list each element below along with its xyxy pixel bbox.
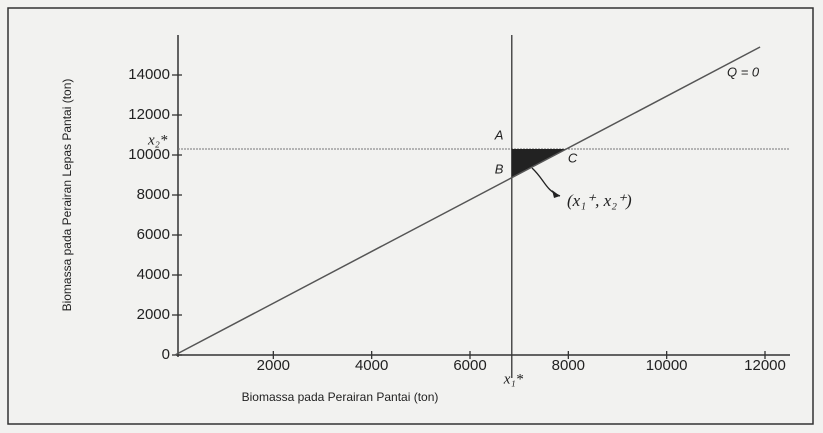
- frame: [7, 7, 814, 425]
- y-tick-label: 4000: [137, 266, 170, 283]
- x-axis-title: Biomassa pada Perairan Pantai (ton): [242, 390, 439, 404]
- arrow: [531, 167, 561, 197]
- x-tick-label: 10000: [646, 357, 688, 374]
- x-star-label: x₁*: [503, 371, 524, 387]
- y-tick-label: 2000: [137, 306, 170, 323]
- point-label: A: [494, 127, 504, 142]
- y-tick-label: 10000: [128, 146, 170, 163]
- y-star-label: x₂*: [147, 132, 168, 148]
- y-tick-label: 12000: [128, 106, 170, 123]
- y-tick-label: 14000: [128, 66, 170, 83]
- x-tick-label: 12000: [744, 357, 786, 374]
- y-axis-title: Biomassa pada Perairan Lepas Pantai (ton…: [60, 79, 74, 312]
- y-tick-label: 6000: [137, 226, 170, 243]
- point-label: C: [568, 150, 578, 165]
- x-tick-label: 6000: [453, 357, 486, 374]
- annotation: (x₁⁺, x₂⁺): [567, 191, 632, 210]
- y-tick-label: 0: [162, 346, 170, 363]
- x-tick-label: 4000: [355, 357, 388, 374]
- x-tick-label: 2000: [257, 357, 290, 374]
- x-tick-label: 8000: [552, 357, 585, 374]
- y-tick-label: 8000: [137, 186, 170, 203]
- arrow-head: [552, 190, 560, 198]
- line: [174, 46, 761, 356]
- series-label: Q = 0: [727, 64, 760, 79]
- point-label: B: [495, 161, 504, 176]
